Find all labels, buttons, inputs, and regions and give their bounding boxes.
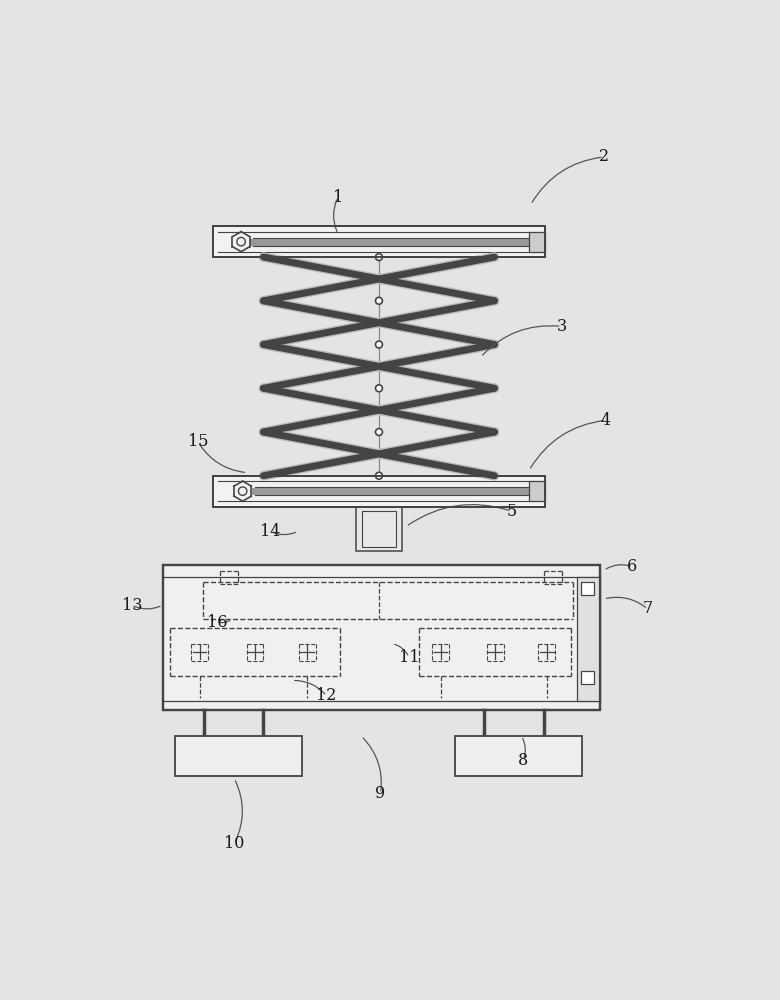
Text: 13: 13 bbox=[122, 597, 142, 614]
Text: 5: 5 bbox=[506, 503, 516, 520]
Bar bbox=[214, 226, 544, 257]
Bar bbox=[529, 481, 544, 501]
Text: 1: 1 bbox=[333, 188, 343, 206]
Text: 11: 11 bbox=[399, 649, 419, 666]
Bar bbox=[580, 671, 594, 684]
Text: 2: 2 bbox=[599, 148, 609, 165]
Circle shape bbox=[375, 297, 382, 304]
Circle shape bbox=[375, 385, 382, 392]
Bar bbox=[577, 577, 600, 701]
Text: 12: 12 bbox=[317, 687, 337, 704]
Bar bbox=[529, 232, 544, 252]
Bar bbox=[214, 476, 544, 507]
Bar bbox=[214, 476, 544, 507]
Text: 6: 6 bbox=[627, 558, 637, 575]
Text: 14: 14 bbox=[261, 523, 281, 540]
Text: 15: 15 bbox=[188, 433, 208, 450]
Text: 16: 16 bbox=[207, 614, 228, 631]
Bar bbox=[362, 511, 396, 547]
Bar bbox=[456, 736, 582, 776]
Bar bbox=[356, 507, 402, 551]
Bar bbox=[162, 565, 600, 710]
Circle shape bbox=[375, 341, 382, 348]
Circle shape bbox=[375, 429, 382, 435]
Bar bbox=[580, 582, 594, 595]
Bar bbox=[214, 226, 544, 257]
Text: 7: 7 bbox=[643, 600, 653, 617]
Circle shape bbox=[375, 472, 382, 479]
Bar bbox=[175, 736, 302, 776]
Bar bbox=[162, 565, 600, 710]
Text: 9: 9 bbox=[375, 785, 385, 802]
Circle shape bbox=[375, 254, 382, 261]
Text: 3: 3 bbox=[556, 318, 566, 335]
Text: 4: 4 bbox=[601, 412, 612, 429]
Text: 8: 8 bbox=[518, 752, 528, 769]
Text: 10: 10 bbox=[224, 835, 244, 852]
